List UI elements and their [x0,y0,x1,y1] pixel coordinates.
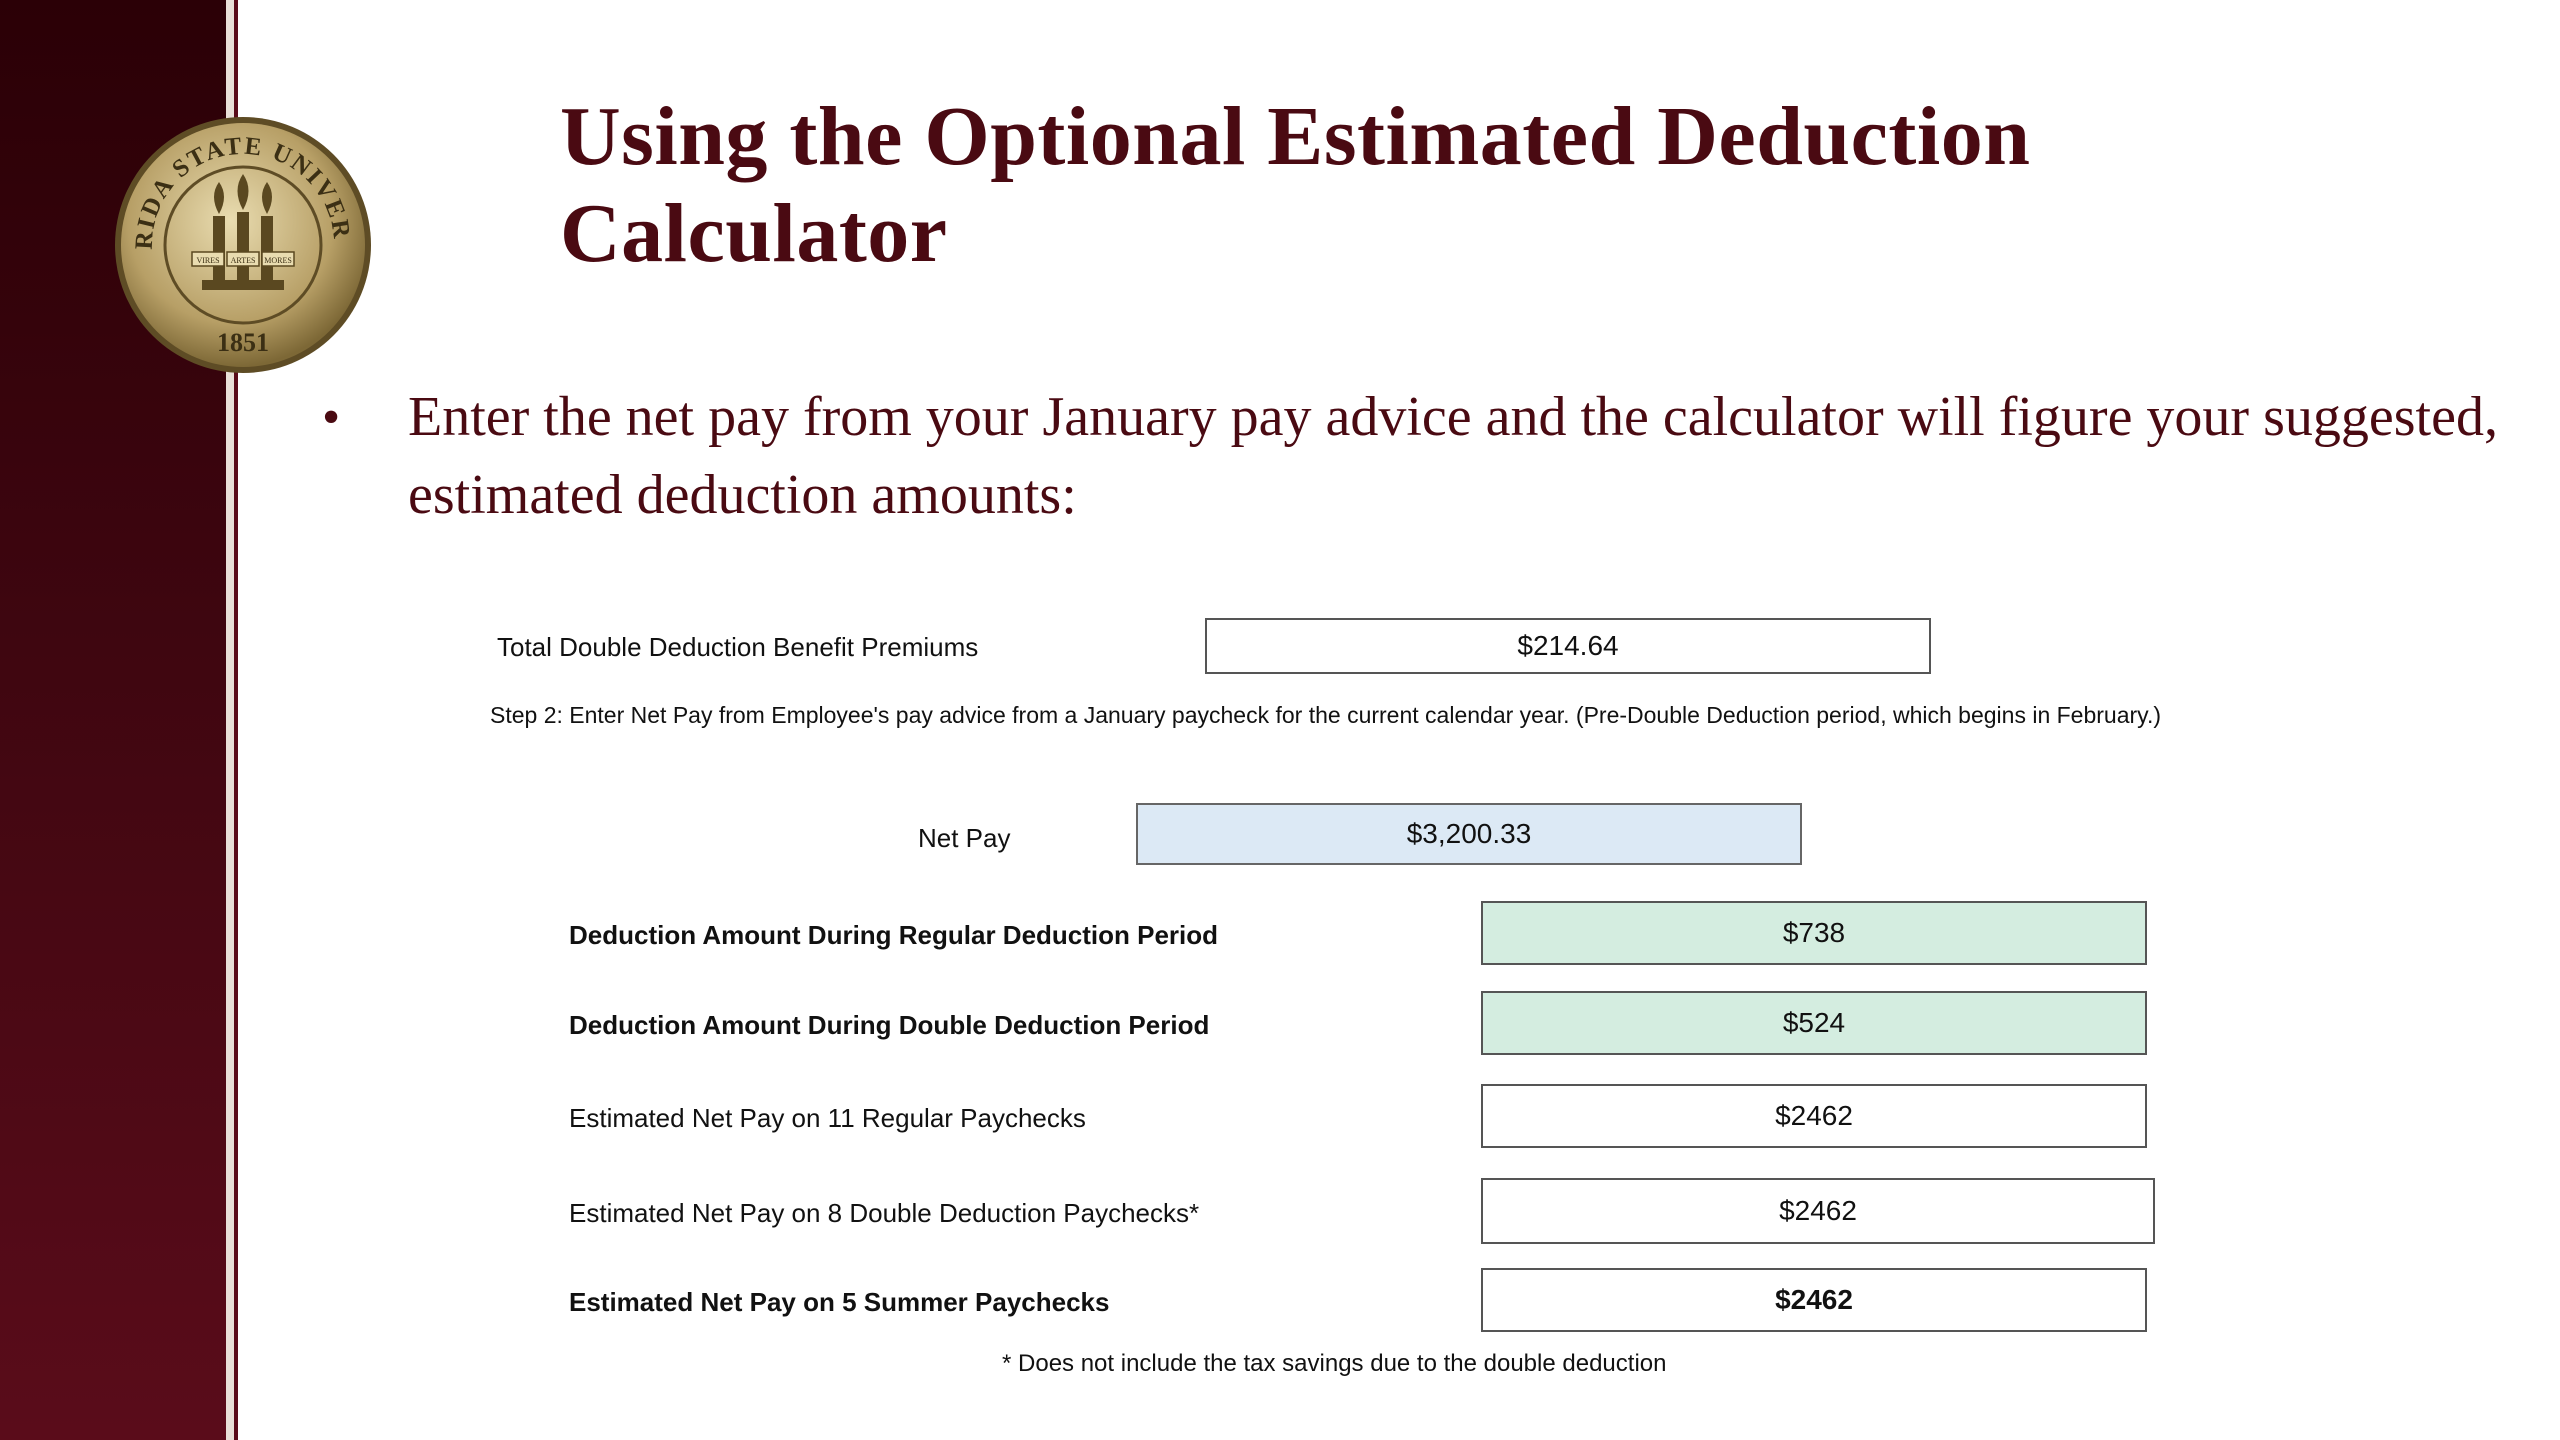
regular-deduction-label: Deduction Amount During Regular Deductio… [569,920,1219,950]
step2-instructions: Step 2: Enter Net Pay from Employee's pa… [490,702,2162,728]
summer-paychecks-value: $2462 [1481,1268,2147,1332]
net-pay-label: Net Pay [918,823,1011,853]
bullet-icon: • [322,389,341,446]
bullet-text: Enter the net pay from your January pay … [408,386,2498,526]
regular-paychecks-value: $2462 [1481,1084,2147,1148]
double-deduction-label: Deduction Amount During Double Deduction… [569,1010,1210,1040]
slide-title: Using the Optional Estimated Deduction C… [560,90,2031,280]
double-deduction-value: $524 [1481,991,2147,1055]
sidebar-edge [234,0,238,1440]
regular-paychecks-label: Estimated Net Pay on 11 Regular Paycheck… [569,1103,1086,1133]
double-paychecks-label: Estimated Net Pay on 8 Double Deduction … [569,1198,1200,1228]
university-seal-icon: FLORIDA STATE UNIVERSITY 1851 VIRES ARTE… [112,114,371,373]
premiums-field[interactable]: $214.64 [1205,618,1931,674]
seal-motto-1: VIRES [196,256,219,265]
seal-year: 1851 [217,328,269,357]
seal-motto-3: MORES [264,256,292,265]
footnote: * Does not include the tax savings due t… [1002,1350,1667,1377]
regular-deduction-value: $738 [1481,901,2147,965]
seal-motto-2: ARTES [231,256,256,265]
sidebar-stripe [226,0,234,1440]
premiums-label: Total Double Deduction Benefit Premiums [497,632,979,662]
double-paychecks-value: $2462 [1481,1178,2155,1244]
net-pay-input[interactable]: $3,200.33 [1136,803,1802,865]
summer-paychecks-label: Estimated Net Pay on 5 Summer Paychecks [569,1287,1110,1317]
